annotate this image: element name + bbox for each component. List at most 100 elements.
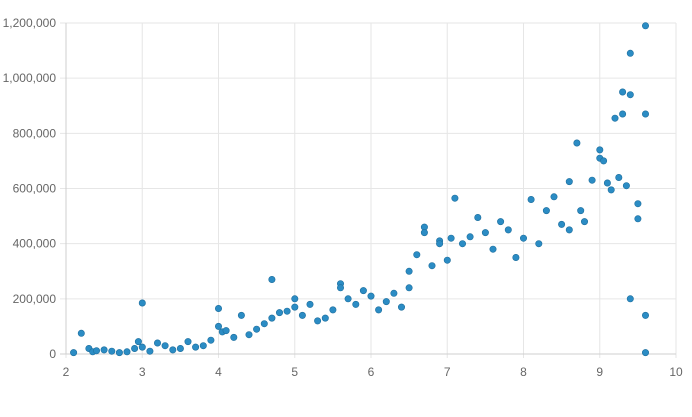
data-point xyxy=(93,347,101,355)
data-point xyxy=(451,194,459,202)
data-point xyxy=(146,347,154,355)
data-point xyxy=(615,174,623,182)
x-tick-label: 6 xyxy=(368,365,375,379)
data-point xyxy=(405,284,413,292)
data-point xyxy=(176,344,184,352)
data-point xyxy=(382,298,390,306)
data-point xyxy=(603,179,611,187)
data-point xyxy=(588,176,596,184)
data-point xyxy=(192,343,200,351)
data-point xyxy=(314,317,322,325)
data-point xyxy=(596,146,604,154)
data-point xyxy=(497,218,505,226)
data-point xyxy=(443,256,451,264)
data-point xyxy=(413,251,421,259)
data-point xyxy=(230,333,238,341)
data-point xyxy=(611,114,619,122)
data-point xyxy=(367,292,375,300)
data-point xyxy=(77,329,85,337)
data-point xyxy=(535,240,543,248)
data-point xyxy=(474,214,482,222)
x-tick-label: 7 xyxy=(444,365,451,379)
data-point xyxy=(550,193,558,201)
data-point xyxy=(352,300,360,308)
data-point xyxy=(199,342,207,350)
data-point xyxy=(291,303,299,311)
data-point xyxy=(565,178,573,186)
data-point xyxy=(466,233,474,241)
data-point xyxy=(306,300,314,308)
data-point xyxy=(298,311,306,319)
data-point xyxy=(283,307,291,315)
data-point xyxy=(390,289,398,297)
data-point xyxy=(134,338,142,346)
data-point xyxy=(619,110,627,118)
data-point xyxy=(634,215,642,223)
data-point xyxy=(504,226,512,234)
data-point xyxy=(512,254,520,262)
data-point xyxy=(100,346,108,354)
data-point xyxy=(641,349,649,357)
axis-layer: 2 3 4 5 6 7 8 9 10 0 200,000 400,000 600,000 800,000 1… xyxy=(3,16,683,379)
data-point xyxy=(131,344,139,352)
y-tick-label: 1,200,000 xyxy=(3,16,57,30)
x-tick-label: 2 xyxy=(63,365,70,379)
data-point xyxy=(600,157,608,165)
data-point xyxy=(375,306,383,314)
data-point xyxy=(489,245,497,253)
data-point xyxy=(291,295,299,303)
data-point xyxy=(344,295,352,303)
data-point xyxy=(565,226,573,234)
data-point xyxy=(253,325,261,333)
data-point xyxy=(268,314,276,322)
data-point xyxy=(215,304,223,312)
data-point xyxy=(577,207,585,215)
data-point xyxy=(420,229,428,237)
data-point xyxy=(184,338,192,346)
data-point xyxy=(275,309,283,317)
data-point xyxy=(542,207,550,215)
y-tick-label: 200,000 xyxy=(13,292,57,306)
data-point xyxy=(123,348,131,356)
y-tick-label: 600,000 xyxy=(13,182,57,196)
data-point xyxy=(607,186,615,194)
x-tick-label: 5 xyxy=(291,365,298,379)
data-point xyxy=(634,200,642,208)
data-point xyxy=(436,240,444,248)
data-point xyxy=(222,327,230,335)
data-point xyxy=(573,139,581,147)
data-point xyxy=(447,234,455,242)
data-point xyxy=(138,299,146,307)
data-point xyxy=(580,218,588,226)
data-point xyxy=(622,182,630,190)
data-point xyxy=(70,349,78,357)
data-point xyxy=(558,220,566,228)
y-tick-label: 800,000 xyxy=(13,126,57,140)
x-tick-label: 4 xyxy=(215,365,222,379)
data-point xyxy=(626,295,634,303)
data-point xyxy=(321,314,329,322)
y-tick-label: 0 xyxy=(49,347,56,361)
data-point xyxy=(641,110,649,118)
data-point xyxy=(619,88,627,96)
data-point xyxy=(397,303,405,311)
data-point xyxy=(207,336,215,344)
data-point xyxy=(527,196,535,204)
data-point xyxy=(268,275,276,283)
data-point xyxy=(481,229,489,237)
data-point xyxy=(458,240,466,248)
data-point xyxy=(260,320,268,328)
data-point xyxy=(154,339,162,347)
data-point xyxy=(336,284,344,292)
data-point xyxy=(237,311,245,319)
data-point xyxy=(115,349,123,357)
data-point xyxy=(405,267,413,275)
x-tick-label: 10 xyxy=(669,365,683,379)
data-point xyxy=(359,287,367,295)
data-point xyxy=(245,331,253,339)
points-layer xyxy=(70,22,649,357)
y-tick-label: 400,000 xyxy=(13,237,57,251)
x-tick-label: 9 xyxy=(596,365,603,379)
